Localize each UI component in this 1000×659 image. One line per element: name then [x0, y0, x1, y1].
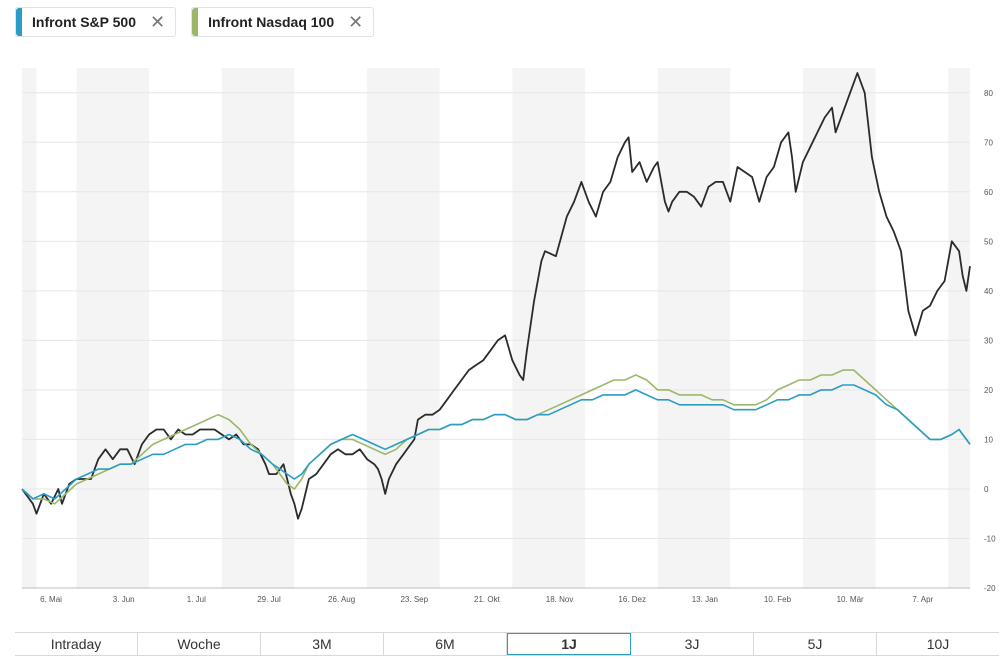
y-tick-label: 70 — [984, 138, 993, 147]
y-tick-label: 60 — [984, 188, 993, 197]
range-button-3j[interactable]: 3J — [631, 633, 754, 655]
y-tick-label: 10 — [984, 435, 993, 444]
x-tick-label: 10. Feb — [764, 595, 792, 604]
x-tick-label: 7. Apr — [912, 595, 933, 604]
range-button-woche[interactable]: Woche — [138, 633, 261, 655]
y-tick-label: 30 — [984, 336, 993, 345]
shade-band — [76, 68, 150, 588]
y-tick-label: 20 — [984, 386, 993, 395]
x-tick-label: 6. Mai — [40, 595, 62, 604]
x-tick-label: 10. Mär — [837, 595, 864, 604]
series-line-0 — [21, 72, 971, 520]
range-button-5j[interactable]: 5J — [754, 633, 877, 655]
shade-band — [802, 68, 876, 588]
y-tick-label: 40 — [984, 287, 993, 296]
line-chart[interactable]: 80 70 60 50 40 30 20 10 0 -10 -20 6. Mai 3. Jun 1. Ju… — [0, 60, 1000, 610]
y-tick-label: -20 — [984, 584, 996, 593]
shade-band — [948, 68, 970, 588]
series-color-swatch — [16, 8, 22, 36]
x-tick-label: 21. Okt — [474, 595, 501, 604]
shade-band — [22, 68, 37, 588]
series-line-1 — [21, 384, 971, 500]
range-button-3m[interactable]: 3M — [261, 633, 384, 655]
close-icon[interactable]: ✕ — [150, 12, 166, 32]
y-tick-label: 80 — [984, 89, 993, 98]
shade-band — [367, 68, 440, 588]
time-range-selector: Intraday Woche 3M 6M 1J 3J 5J 10J — [15, 632, 999, 656]
legend-label: Infront Nasdaq 100 — [208, 14, 335, 30]
shade-band — [221, 68, 295, 588]
range-button-1j[interactable]: 1J — [507, 633, 631, 655]
range-button-6m[interactable]: 6M — [384, 633, 507, 655]
chart-legend: Infront S&P 500 ✕ Infront Nasdaq 100 ✕ — [15, 7, 375, 37]
close-icon[interactable]: ✕ — [348, 12, 364, 32]
range-button-10j[interactable]: 10J — [926, 636, 950, 652]
x-tick-label: 3. Jun — [113, 595, 135, 604]
shade-band — [657, 68, 731, 588]
y-tick-label: 0 — [984, 485, 989, 494]
legend-chip-nasdaq100[interactable]: Infront Nasdaq 100 ✕ — [191, 7, 375, 37]
legend-chip-sp500[interactable]: Infront S&P 500 ✕ — [15, 7, 177, 37]
legend-label: Infront S&P 500 — [32, 14, 136, 30]
series-color-swatch — [192, 8, 199, 36]
y-tick-label: 50 — [984, 237, 993, 246]
range-button-intraday[interactable]: Intraday — [15, 633, 138, 655]
x-tick-label: 1. Jul — [187, 595, 206, 604]
x-tick-label: 26. Aug — [328, 595, 355, 604]
x-tick-label: 13. Jan — [692, 595, 718, 604]
x-tick-label: 29. Jul — [257, 595, 281, 604]
x-tick-label: 23. Sep — [400, 595, 428, 604]
x-tick-label: 16. Dez — [618, 595, 646, 604]
x-tick-label: 18. Nov — [546, 595, 574, 604]
shade-band — [512, 68, 585, 588]
y-tick-label: -10 — [984, 534, 996, 543]
